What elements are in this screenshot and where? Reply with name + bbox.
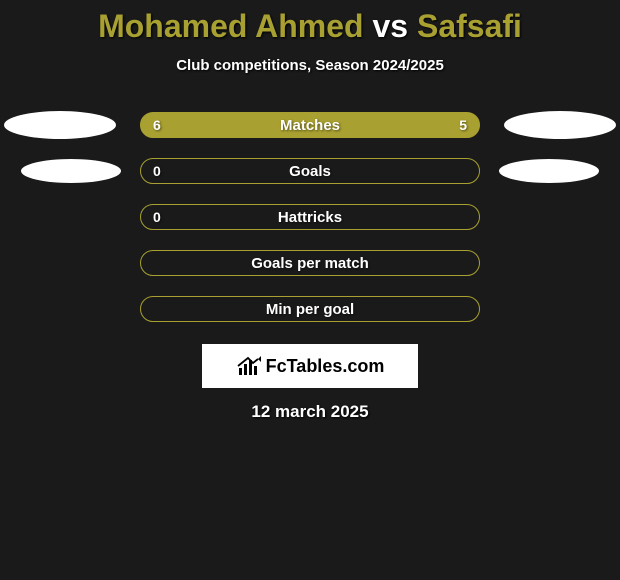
subtitle: Club competitions, Season 2024/2025 — [0, 57, 620, 74]
badge-text: FcTables.com — [266, 356, 385, 377]
stat-bar: Goals per match — [140, 250, 480, 276]
stat-bar: 0 Goals — [140, 158, 480, 184]
stat-row: Min per goal — [0, 286, 620, 332]
player1-ellipse — [21, 159, 121, 183]
player2-name: Safsafi — [417, 8, 522, 44]
page-title: Mohamed Ahmed vs Safsafi — [0, 8, 620, 45]
stat-label: Matches — [280, 117, 340, 134]
stat-row: 0 Hattricks — [0, 194, 620, 240]
stat-right-value: 5 — [459, 117, 467, 133]
stat-left-value: 0 — [153, 209, 161, 225]
stat-left-value: 0 — [153, 163, 161, 179]
stat-bar: Min per goal — [140, 296, 480, 322]
stat-label: Hattricks — [278, 209, 342, 226]
player2-ellipse — [504, 111, 616, 139]
player1-ellipse — [4, 111, 116, 139]
vs-text: vs — [372, 8, 408, 44]
stat-bar: 6 Matches 5 — [140, 112, 480, 138]
stat-label: Goals per match — [251, 255, 369, 272]
stat-row: Goals per match — [0, 240, 620, 286]
stat-row: 0 Goals — [0, 148, 620, 194]
comparison-card: Mohamed Ahmed vs Safsafi Club competitio… — [0, 0, 620, 422]
fctables-badge: FcTables.com — [202, 344, 418, 388]
stat-label: Goals — [289, 163, 331, 180]
stat-rows: 6 Matches 5 0 Goals 0 Hattricks Goals per match… — [0, 102, 620, 332]
stat-bar: 0 Hattricks — [140, 204, 480, 230]
player2-ellipse — [499, 159, 599, 183]
player1-name: Mohamed Ahmed — [98, 8, 364, 44]
stat-row: 6 Matches 5 — [0, 102, 620, 148]
stat-label: Min per goal — [266, 301, 354, 318]
chart-icon — [236, 355, 262, 377]
date-text: 12 march 2025 — [0, 402, 620, 422]
stat-left-value: 6 — [153, 117, 161, 133]
